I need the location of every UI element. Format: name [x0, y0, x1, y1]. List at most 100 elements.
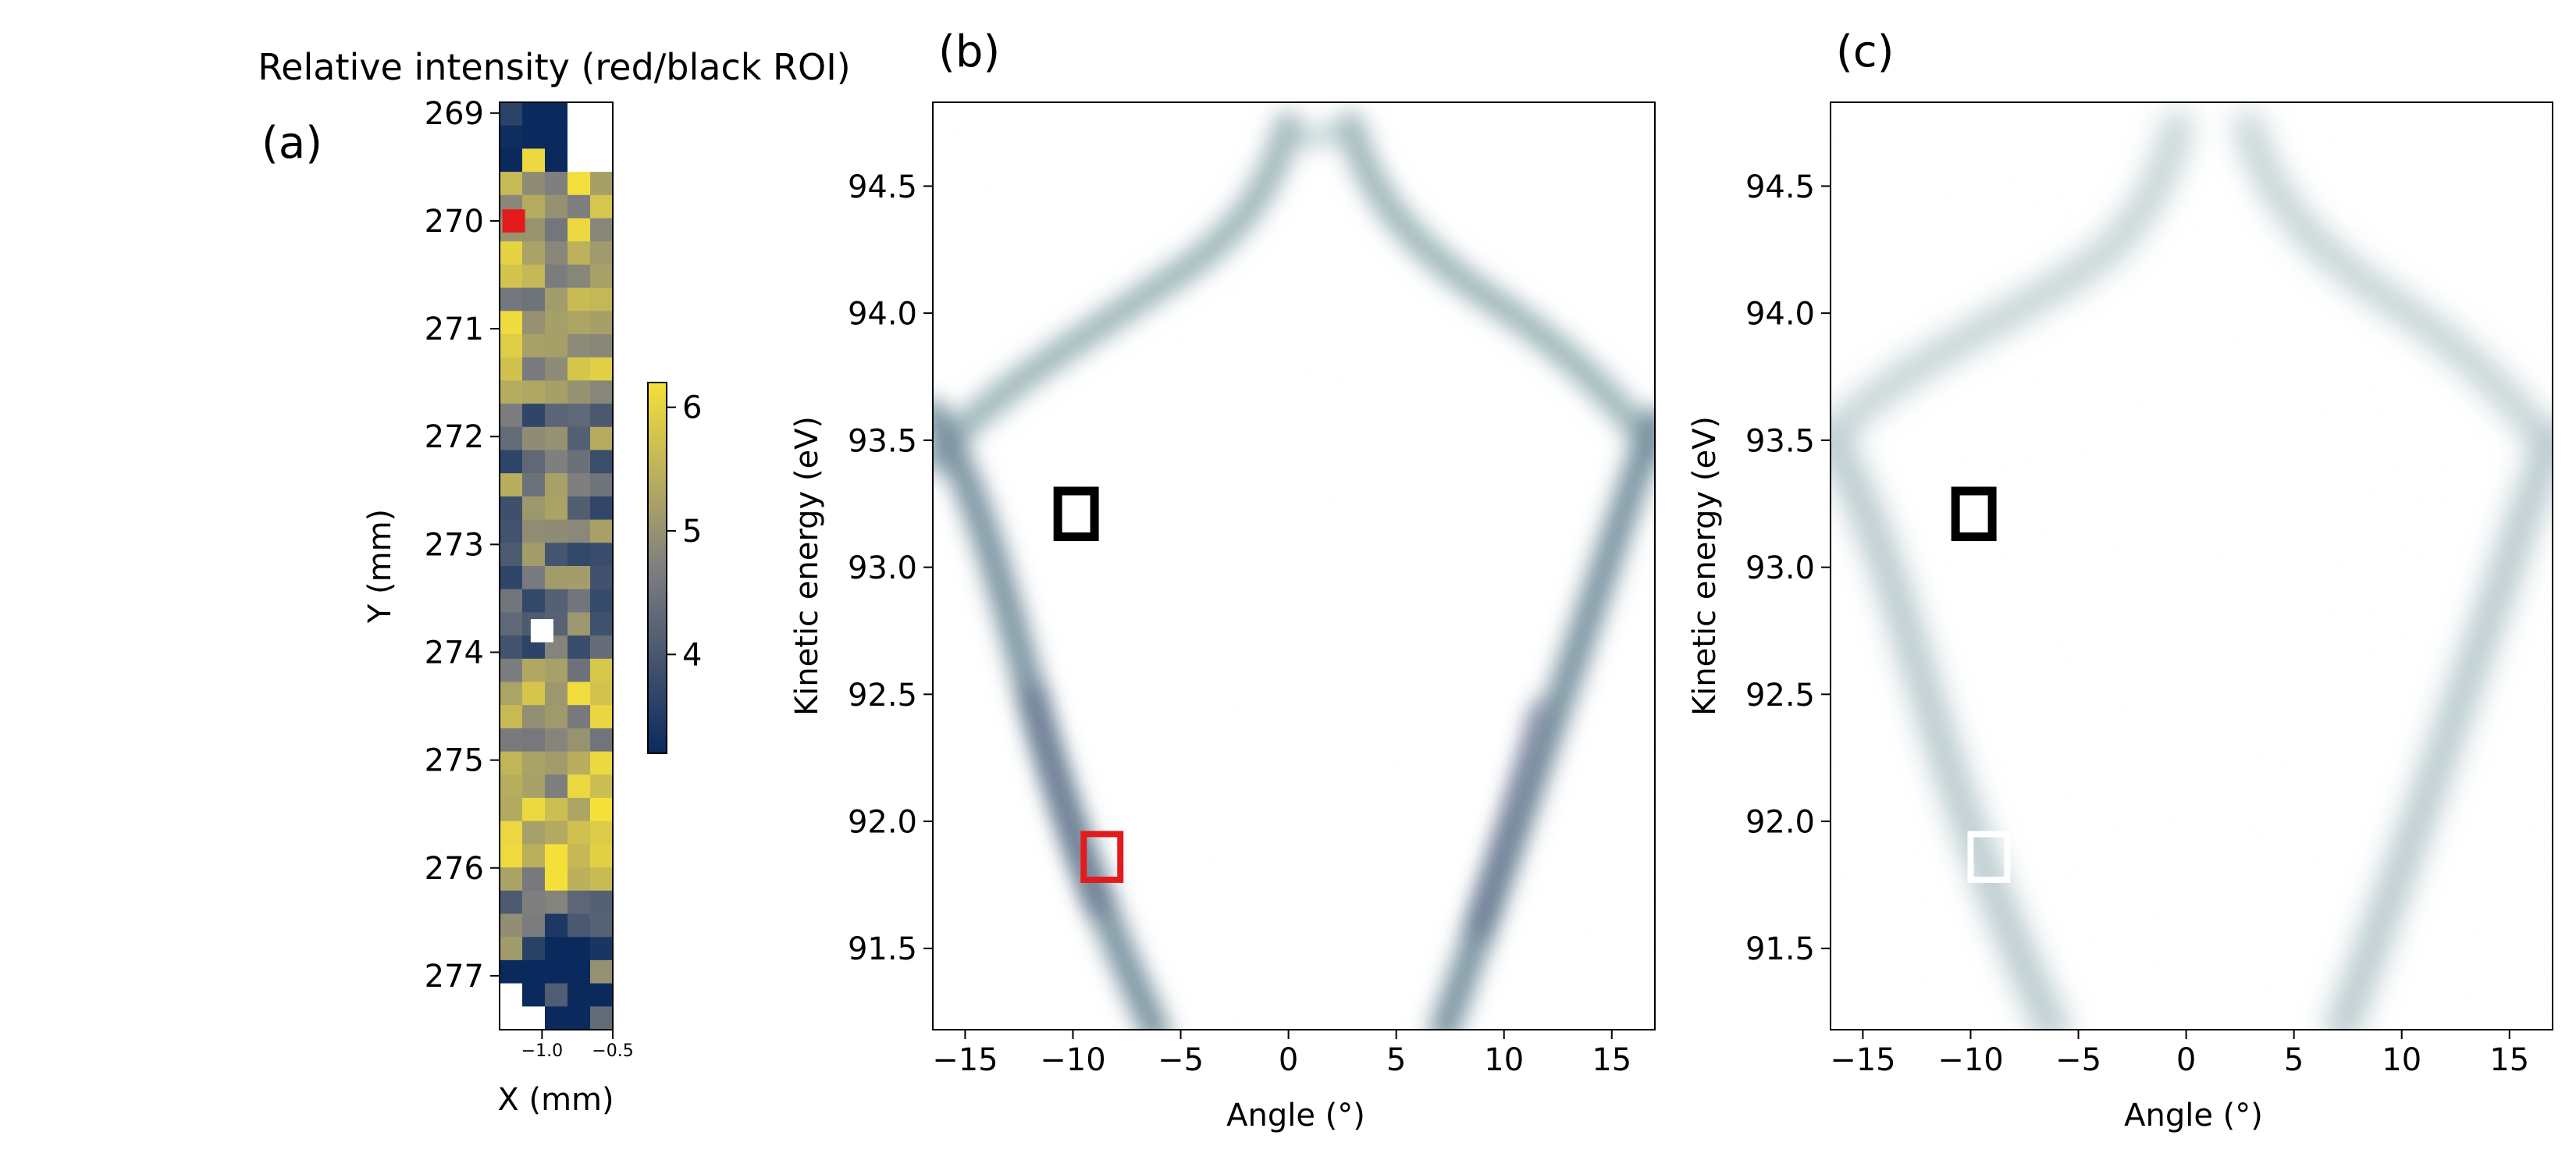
- panel-c-x-tick-label: −5: [2055, 1042, 2101, 1078]
- panel-c-y-tick-label: 93.0: [1745, 550, 1815, 586]
- heatmap-cell: [568, 380, 591, 404]
- heatmap-cell: [590, 102, 614, 126]
- heatmap-cell: [500, 705, 523, 729]
- heatmap-cell: [522, 566, 546, 590]
- heatmap-cell: [500, 959, 523, 984]
- heatmap-cell: [500, 983, 523, 1007]
- heatmap-cell: [522, 774, 546, 799]
- heatmap-cell: [500, 241, 523, 265]
- panel-a-y-ticks: 269 270 271 272 273 274 275 276 277: [425, 96, 500, 995]
- heatmap-cell: [568, 890, 591, 914]
- heatmap-cell: [522, 218, 546, 242]
- panel-b-x-ticks: −15 −10 −5 0 5 10 15: [932, 1030, 1631, 1078]
- heatmap-cell: [568, 334, 591, 358]
- heatmap-cell: [568, 983, 591, 1007]
- heatmap-cell: [545, 450, 568, 474]
- heatmap-cell: [545, 543, 568, 567]
- panel-c-y-tick-label: 93.5: [1745, 423, 1815, 459]
- heatmap-cell: [522, 311, 546, 335]
- panel-c-frame: [1830, 101, 2553, 1030]
- heatmap-cell: [500, 612, 523, 636]
- heatmap-cell: [545, 589, 568, 613]
- panel-b-x-label: Angle (°): [1226, 1098, 1365, 1134]
- panel-a-title: Relative intensity (red/black ROI): [258, 46, 850, 88]
- panel-c-x-tick-label: 15: [2489, 1042, 2529, 1078]
- heatmap-cell: [500, 566, 523, 590]
- panel-b-y-tick-label: 91.5: [848, 931, 917, 967]
- panel-c-y-tick-label: 92.0: [1745, 805, 1815, 841]
- heatmap-cell: [545, 751, 568, 775]
- heatmap-cell: [545, 404, 568, 428]
- heatmap-cells: [500, 102, 614, 1030]
- heatmap-cell: [500, 798, 523, 822]
- heatmap-cell: [500, 635, 523, 660]
- panel-c-y-tick-label: 94.5: [1745, 169, 1815, 205]
- heatmap-cell: [568, 913, 591, 938]
- panel-b-spectrum: [933, 102, 1655, 1030]
- heatmap-cell: [545, 380, 568, 404]
- heatmap-cell: [568, 635, 591, 660]
- heatmap-cell: [522, 148, 546, 173]
- heatmap-cell: [500, 404, 523, 428]
- heatmap-cell: [522, 1006, 546, 1030]
- panel-b: (b) −15 −10 −5 0 5 10 15 91.592.092.593.093.59…: [789, 27, 1656, 1134]
- heatmap-cell: [522, 334, 546, 358]
- panel-a-y-tick-label: 276: [425, 851, 484, 887]
- panel-a-y-tick-label: 271: [425, 311, 484, 347]
- heatmap-cell: [590, 983, 614, 1007]
- heatmap-cell: [568, 148, 591, 173]
- panel-c-y-ticks: 91.5 92.0 92.5 93.0 93.5 94.0 94.5: [1745, 169, 1831, 967]
- heatmap-cell: [568, 218, 591, 242]
- heatmap-cell: [590, 287, 614, 311]
- panel-b-tag: (b): [938, 27, 1000, 77]
- heatmap-cell: [522, 658, 546, 682]
- panel-b-y-tick-label: 94.5: [848, 169, 917, 205]
- heatmap-cell: [522, 983, 546, 1007]
- heatmap-cell: [568, 287, 591, 311]
- heatmap-cell: [568, 798, 591, 822]
- heatmap-cell: [545, 937, 568, 961]
- heatmap-cell: [568, 264, 591, 289]
- panel-c-x-tick-label: 10: [2382, 1042, 2421, 1078]
- panel-b-x-tick-label: 0: [1279, 1042, 1298, 1078]
- heatmap-cell: [545, 218, 568, 242]
- heatmap-cell: [590, 774, 614, 799]
- panel-a-x-label: X (mm): [497, 1082, 614, 1118]
- heatmap-cell: [500, 473, 523, 497]
- heatmap-cell: [522, 241, 546, 265]
- heatmap-cell: [568, 682, 591, 706]
- heatmap-cell: [590, 357, 614, 381]
- heatmap-cell: [590, 937, 614, 961]
- heatmap-cell: [522, 937, 546, 961]
- heatmap-cell: [522, 287, 546, 311]
- heatmap-cell: [500, 172, 523, 196]
- heatmap-cell: [545, 983, 568, 1007]
- heatmap-cell: [522, 867, 546, 892]
- panel-c-x-ticks: −15 −10 −5 0 5 10 15: [1830, 1030, 2529, 1078]
- panel-b-y-tick-label: 92.5: [848, 678, 917, 714]
- panel-c-y-tick-label: 91.5: [1745, 931, 1815, 967]
- heatmap-cell: [568, 125, 591, 149]
- panel-c: (c) −15 −10 −5 0 5 10 15 91.592.092.593.093.59…: [1687, 27, 2553, 1134]
- heatmap-cell: [545, 334, 568, 358]
- heatmap-cell: [500, 450, 523, 474]
- heatmap-cell: [522, 913, 546, 938]
- heatmap-cell: [568, 311, 591, 335]
- heatmap-cell: [568, 612, 591, 636]
- heatmap-cell: [500, 658, 523, 682]
- heatmap-cell: [500, 682, 523, 706]
- panel-a-y-tick-label: 270: [425, 204, 484, 240]
- panel-c-x-label: Angle (°): [2124, 1098, 2263, 1134]
- heatmap-cell: [522, 102, 546, 126]
- panel-a-y-label: Y (mm): [362, 509, 398, 624]
- heatmap-cell: [545, 728, 568, 753]
- panel-a-y-tick-label: 269: [425, 96, 484, 132]
- panel-c-rois: [1951, 486, 2011, 883]
- heatmap-cell: [522, 450, 546, 474]
- heatmap-cell: [522, 519, 546, 543]
- heatmap-cell: [545, 102, 568, 126]
- panel-a-x-tick-label: −1.0: [521, 1041, 563, 1061]
- heatmap-cell: [522, 728, 546, 753]
- panel-b-y-label: Kinetic energy (eV): [789, 416, 825, 716]
- heatmap-cell: [545, 959, 568, 984]
